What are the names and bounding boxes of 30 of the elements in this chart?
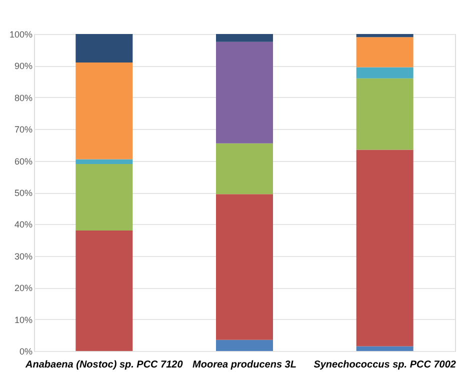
bar [356,67,414,78]
bar [216,143,273,194]
x-tick-label: Moorea producens 3L [192,360,296,370]
bar [76,34,133,63]
bar [356,34,414,38]
bar [356,346,414,351]
bar [76,62,133,160]
bar [76,164,133,231]
y-tick-label: 60% [14,156,32,166]
bar [216,340,273,351]
y-tick-label: 50% [14,188,32,198]
y-tick-label: 70% [14,124,32,135]
y-tick-label: 90% [14,61,32,72]
x-tick-label: Anabaena (Nostoc) sp. PCC 7120 [24,360,184,370]
bar [76,159,133,164]
y-tick-label: 0% [19,346,32,356]
bar [216,194,273,340]
bar [356,37,414,68]
y-tick-label: 40% [14,220,32,230]
y-tick-label: 10% [14,314,32,325]
bar [76,230,133,351]
bar [216,34,273,42]
y-tick-label: 30% [14,251,32,262]
y-tick-label: 80% [14,92,32,103]
bar [356,150,414,346]
x-tick-label: Synechococcus sp. PCC 7002 [314,360,456,370]
y-tick-label: 100% [9,30,32,40]
bar [356,78,414,150]
bar [216,42,273,144]
y-tick-label: 20% [14,283,32,294]
